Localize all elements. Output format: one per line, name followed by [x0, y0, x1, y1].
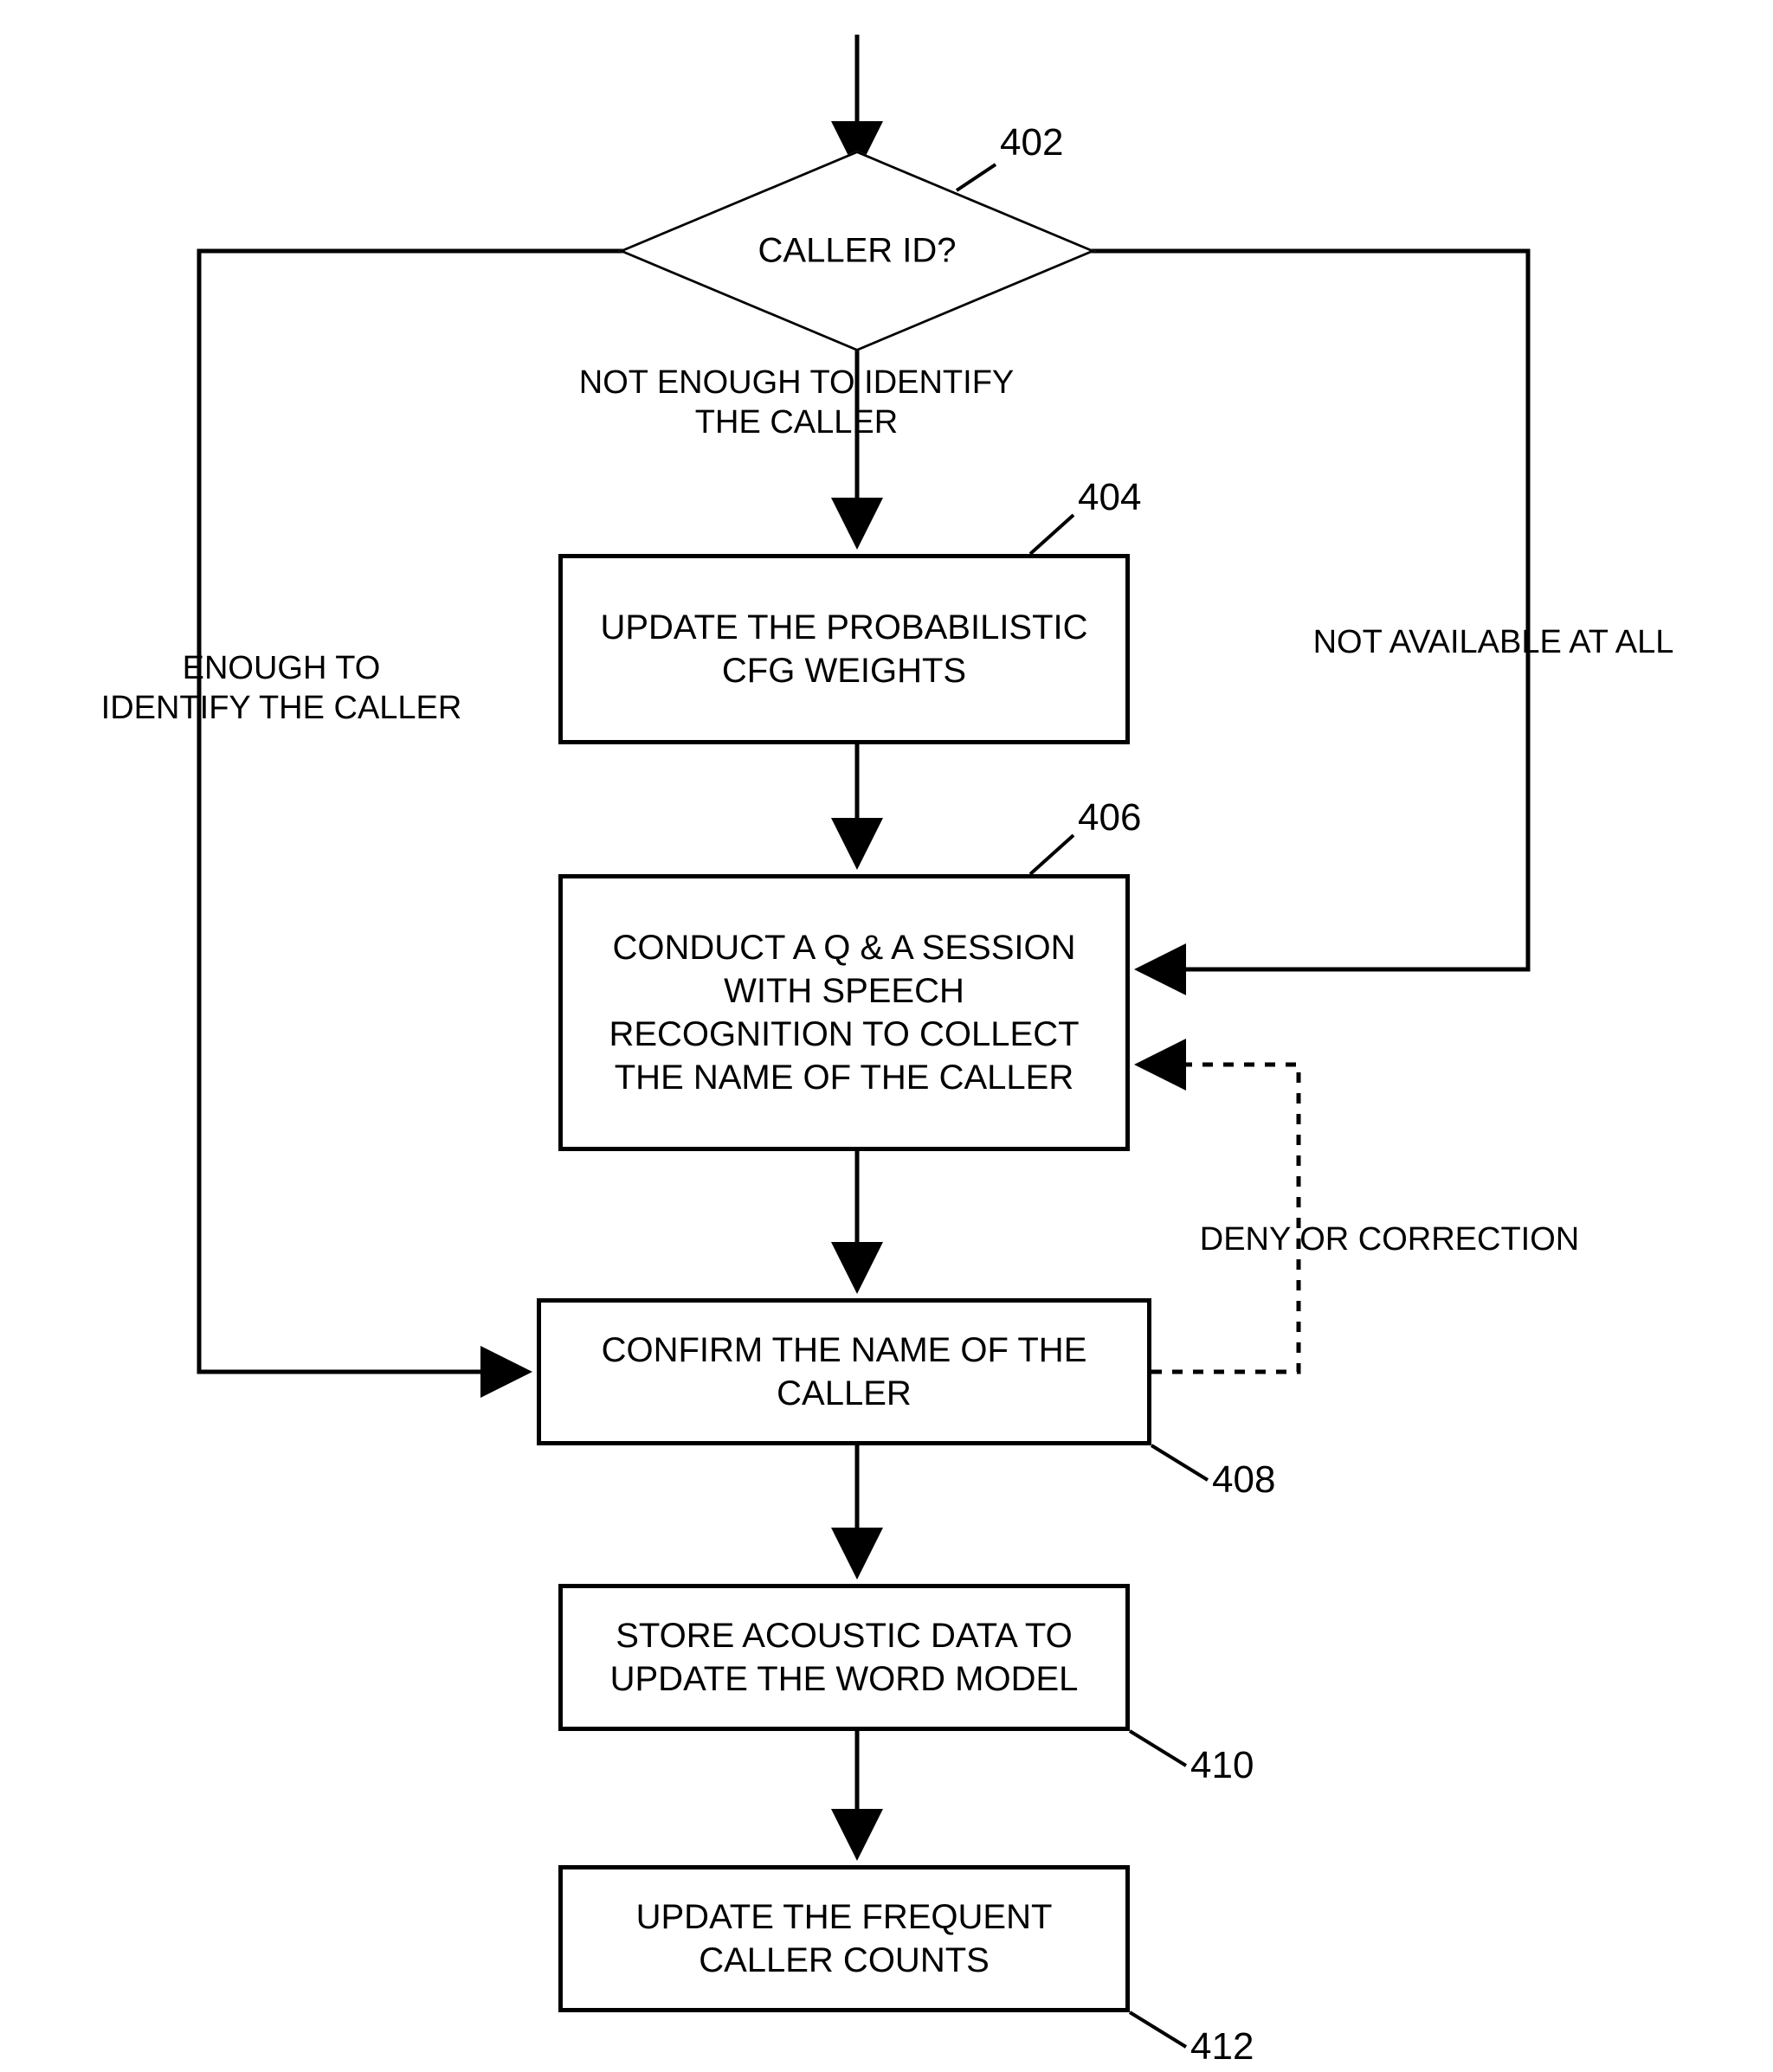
- ref-406: 406: [1078, 796, 1141, 840]
- process-qa-session: CONDUCT A Q & A SESSIONWITH SPEECHRECOGN…: [558, 874, 1130, 1151]
- ref-410: 410: [1190, 1744, 1254, 1787]
- flowchart-container: CALLER ID? UPDATE THE PROBABILISTICCFG W…: [0, 0, 1773, 2072]
- edge-label-enough: ENOUGH TOIDENTIFY THE CALLER: [95, 649, 467, 728]
- process-text: UPDATE THE FREQUENTCALLER COUNTS: [636, 1895, 1053, 1982]
- edge-label-deny: DENY OR CORRECTION: [1156, 1220, 1623, 1260]
- process-update-counts: UPDATE THE FREQUENTCALLER COUNTS: [558, 1865, 1130, 2012]
- process-text: CONDUCT A Q & A SESSIONWITH SPEECHRECOGN…: [609, 926, 1079, 1099]
- edge-label-not-available: NOT AVAILABLE AT ALL: [1255, 623, 1731, 663]
- process-text: STORE ACOUSTIC DATA TOUPDATE THE WORD MO…: [610, 1614, 1079, 1701]
- ref-404: 404: [1078, 476, 1141, 519]
- ref-408: 408: [1212, 1458, 1275, 1502]
- process-update-cfg: UPDATE THE PROBABILISTICCFG WEIGHTS: [558, 554, 1130, 744]
- process-confirm-name: CONFIRM THE NAME OF THECALLER: [537, 1298, 1151, 1445]
- ref-412: 412: [1190, 2025, 1254, 2069]
- decision-label: CALLER ID?: [758, 232, 957, 271]
- process-text: UPDATE THE PROBABILISTICCFG WEIGHTS: [600, 606, 1087, 692]
- edge-label-not-enough: NOT ENOUGH TO IDENTIFYTHE CALLER: [571, 364, 1022, 442]
- process-store-acoustic: STORE ACOUSTIC DATA TOUPDATE THE WORD MO…: [558, 1584, 1130, 1731]
- process-text: CONFIRM THE NAME OF THECALLER: [602, 1329, 1087, 1415]
- ref-402: 402: [1000, 121, 1063, 164]
